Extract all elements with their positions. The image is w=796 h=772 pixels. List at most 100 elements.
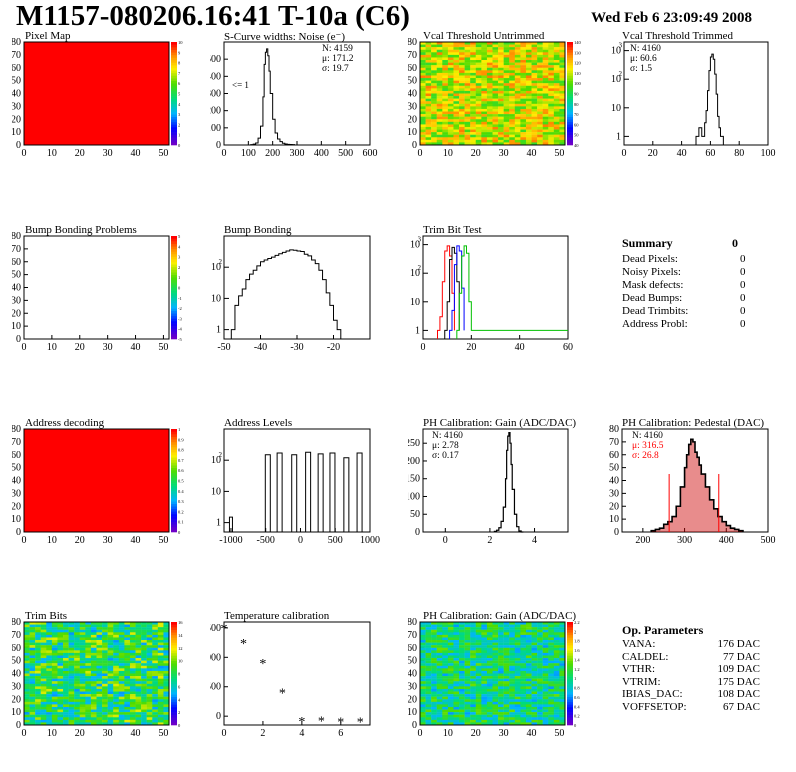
heatmap-cell [107,686,114,690]
heatmap-cell [152,624,159,628]
y-tick-label: 100 [210,123,221,134]
heatmap-cell [531,78,538,81]
heatmap-cell [442,60,449,63]
heatmap-cell [436,85,443,89]
heatmap-cell [470,65,476,68]
heatmap-cell [486,717,493,721]
heatmap-cell [442,80,449,84]
heatmap-cell [157,668,164,672]
heatmap-cell [453,670,460,674]
heatmap-cell [553,111,560,115]
heatmap-cell [146,686,153,690]
heatmap-cell [40,681,47,684]
heatmap-cell [63,706,69,710]
heatmap-cell [35,717,41,721]
colorbar-segment [171,439,177,443]
heatmap-cell [442,704,449,708]
heatmap-cell [498,88,504,92]
heatmap-cell [29,678,36,682]
heatmap-cell [51,627,58,630]
heatmap-cell [24,686,30,690]
heatmap-cell [163,647,170,651]
plot-frame [422,428,569,533]
heatmap-cell [509,62,516,66]
heatmap-cell [470,134,476,138]
heatmap-cell [559,701,566,705]
heatmap-cell [129,655,136,659]
heatmap-cell [481,627,488,630]
heatmap-cell [470,699,476,703]
heatmap-cell [464,119,471,123]
heatmap-cell [559,688,566,692]
heatmap-cell [152,627,159,630]
heatmap-cell [74,647,80,651]
heatmap-cell [113,681,120,684]
heatmap-cell [486,124,493,128]
heatmap-cell [425,717,432,721]
heatmap-cell [63,694,69,697]
heatmap-cell [425,629,432,633]
heatmap-cell [542,668,549,672]
heatmap-cell [475,47,482,50]
heatmap-cell [509,70,516,74]
heatmap-cell [40,691,47,695]
heatmap-cell [542,129,549,133]
heatmap-cell [531,691,538,695]
heatmap-cell [431,696,437,700]
heatmap-cell [498,126,504,130]
colorbar-label: 0 [178,143,181,148]
heatmap-cell [481,124,488,128]
heatmap-cell [459,673,465,677]
heatmap-cell [436,57,443,61]
heatmap-cell [113,670,120,674]
heatmap-cell [559,647,566,651]
heatmap-cell [531,101,538,104]
heatmap-cell [35,658,41,661]
heatmap-cell [498,678,504,682]
heatmap-cell [425,694,432,697]
heatmap-cell [559,719,566,723]
heatmap-cell [420,88,426,92]
heatmap-cell [525,634,532,638]
heatmap-cell [548,696,555,700]
y-tick-label: 10 [609,514,619,525]
heatmap-cell [475,54,482,58]
heatmap-cell [79,632,86,636]
colorbar-segment [171,297,177,301]
heatmap-cell [514,83,521,86]
colorbar-segment [171,640,177,643]
heatmap-cell [425,132,432,135]
heatmap-cell [146,712,153,715]
heatmap-cell [85,647,92,651]
heatmap-cell [163,655,170,659]
heatmap-cell [514,60,521,63]
heatmap-cell [442,652,449,656]
heatmap-cell [46,668,53,672]
colorbar-segment [171,142,177,146]
heatmap-cell [503,647,510,651]
heatmap-cell [537,134,543,138]
heatmap-cell [520,696,527,700]
heatmap-cell [24,663,30,666]
heatmap-cell [141,650,147,654]
heatmap-cell [509,655,516,659]
heatmap-cell [431,681,437,684]
heatmap-cell [141,645,147,648]
heatmap-cell [51,650,58,654]
heatmap-cell [486,52,493,56]
colorbar-segment [567,688,573,692]
heatmap-cell [57,642,64,646]
heatmap-cell [431,691,437,695]
heatmap-cell [51,694,58,697]
heatmap-cell [531,717,538,721]
colorbar-segment [171,313,177,317]
heatmap-cell [431,132,437,135]
heatmap-cell [475,80,482,84]
heatmap-cell [163,634,170,638]
heatmap-cell [431,699,437,703]
colorbar-segment [171,683,177,687]
heatmap-cell [537,116,543,120]
heatmap-cell [436,683,443,687]
heatmap-cell [46,688,53,692]
heatmap-cell [514,701,521,705]
